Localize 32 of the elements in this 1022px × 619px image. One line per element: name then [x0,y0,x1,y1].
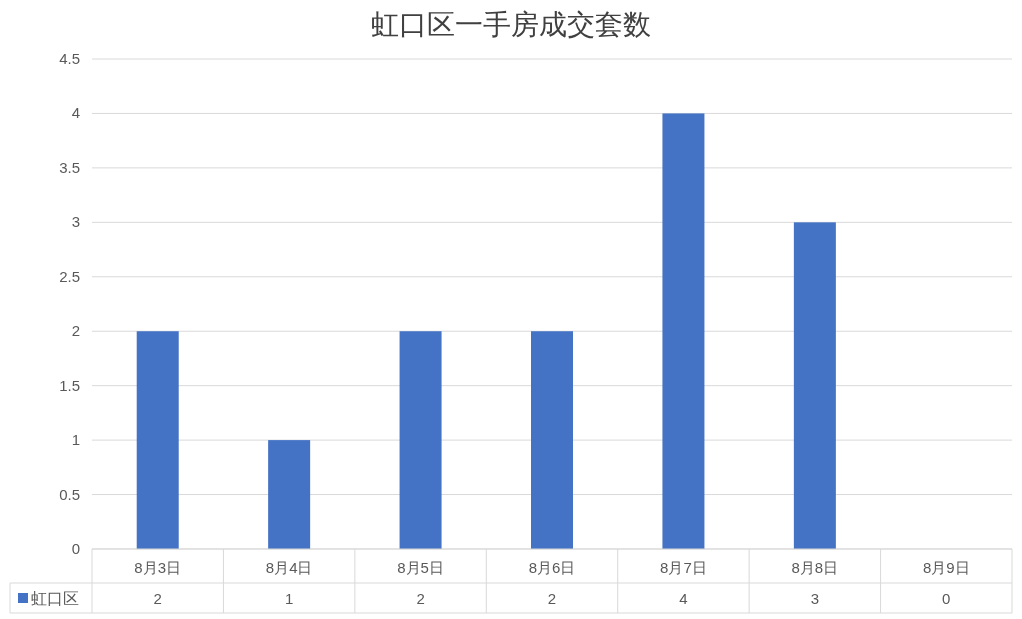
data-label: 4 [679,590,688,607]
y-tick-label: 2.5 [59,267,80,285]
chart-title: 虹口区一手房成交套数 [371,9,651,40]
y-tick-label: 3 [71,213,80,231]
data-label: 0 [942,590,951,607]
x-tick-label: 8月3日 [134,559,182,576]
bar [793,222,836,549]
bar [399,331,442,549]
bar [531,331,573,549]
x-tick-label: 8月9日 [922,559,970,576]
x-tick-label: 8月5日 [397,559,444,576]
x-tick-label: 8月8日 [791,559,839,576]
data-label: 1 [284,590,294,607]
x-tick-label: 8月7日 [660,559,707,576]
y-tick-label: 4.5 [59,50,80,67]
data-label: 2 [416,590,425,607]
y-tick-label: 1 [71,431,80,449]
bar [136,331,179,549]
y-tick-label: 3.5 [59,158,80,176]
data-label: 2 [153,590,162,607]
y-tick-label: 0.5 [59,485,80,503]
y-tick-label: 4 [71,104,80,122]
y-tick-label: 0 [71,540,80,557]
data-label: 2 [547,590,557,607]
legend-label: 虹口区 [31,590,79,607]
y-tick-label: 1.5 [59,376,80,394]
data-label: 3 [810,590,820,607]
x-tick-label: 8月4日 [265,559,313,576]
bar [662,113,705,549]
y-tick-label: 2 [71,322,80,340]
bar [268,440,311,549]
x-tick-label: 8月6日 [528,559,576,576]
